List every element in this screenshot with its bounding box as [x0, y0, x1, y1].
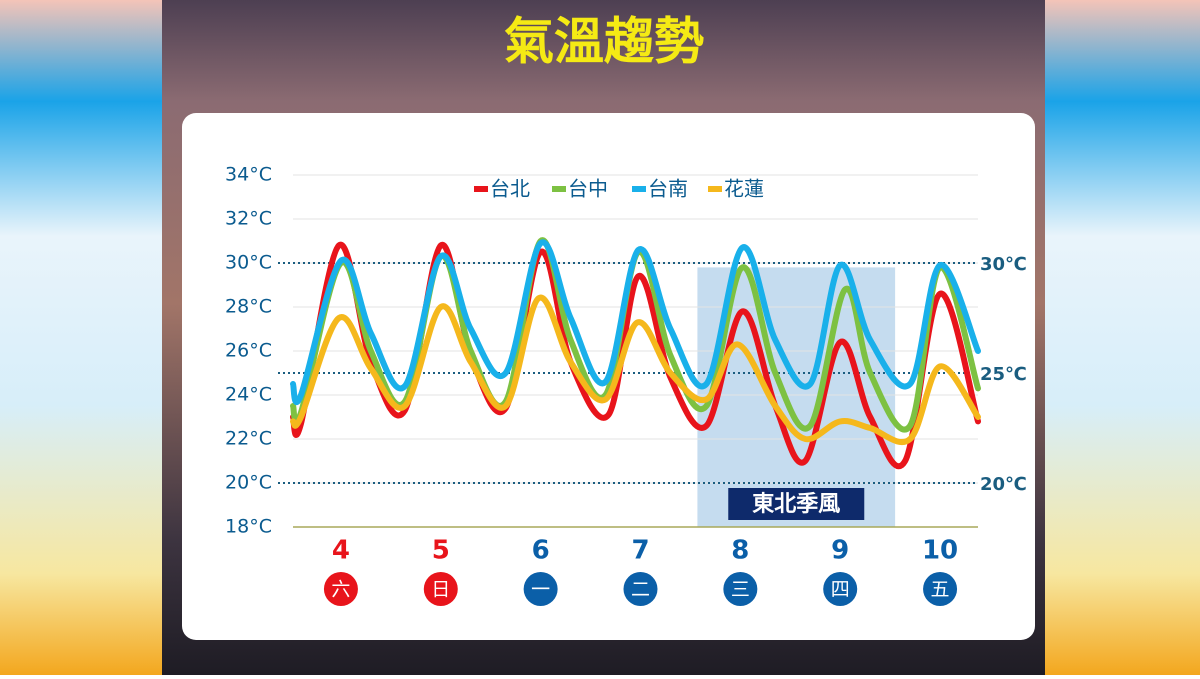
weekday-label: 日 [431, 579, 450, 601]
y-tick-label: 30°C [225, 252, 272, 274]
x-tick-label: 8 [731, 536, 749, 566]
reference-label: 25℃ [980, 364, 1027, 385]
x-tick-label: 6 [532, 536, 550, 566]
y-tick-label: 18°C [225, 516, 272, 538]
y-tick-label: 32°C [225, 208, 272, 230]
reference-label: 20℃ [980, 474, 1027, 495]
legend-label: 台北 [490, 177, 530, 201]
series-line [290, 294, 981, 446]
x-tick-label: 5 [432, 536, 450, 566]
y-tick-label: 24°C [225, 384, 272, 406]
weekday-badge [423, 572, 458, 606]
y-tick-label: 22°C [225, 428, 272, 450]
weekday-badge [623, 572, 658, 606]
weekday-badge [723, 572, 758, 606]
x-tick-label: 4 [332, 536, 350, 566]
legend-swatch [474, 186, 488, 192]
weekday-label: 二 [631, 579, 650, 601]
monsoon-label-box [728, 488, 865, 520]
weekday-label: 六 [331, 579, 350, 601]
x-tick-label: 9 [831, 536, 849, 566]
y-tick-label: 26°C [225, 340, 272, 362]
legend-swatch [552, 186, 566, 192]
x-tick-label: 7 [631, 536, 649, 566]
legend-swatch [632, 186, 646, 192]
weekday-label: 五 [931, 579, 950, 601]
y-tick-label: 34°C [225, 164, 272, 186]
monsoon-label: 東北季風 [752, 492, 840, 517]
y-tick-label: 20°C [225, 472, 272, 494]
reference-label: 30℃ [980, 254, 1027, 275]
chart-title: 氣溫趨勢 [504, 13, 704, 71]
legend-label: 台南 [648, 177, 688, 201]
legend-swatch [708, 186, 722, 192]
weekday-label: 三 [731, 579, 750, 601]
series-line [290, 239, 981, 406]
weekday-badge [523, 572, 558, 606]
weekday-label: 四 [831, 579, 850, 601]
weekday-badge [923, 572, 958, 606]
y-tick-label: 28°C [225, 296, 272, 318]
x-tick-label: 10 [922, 536, 958, 566]
legend-label: 花蓮 [724, 177, 764, 201]
legend-label: 台中 [568, 177, 608, 201]
weekday-badge [323, 572, 358, 606]
weekday-label: 一 [531, 579, 550, 601]
weekday-badge [823, 572, 858, 606]
